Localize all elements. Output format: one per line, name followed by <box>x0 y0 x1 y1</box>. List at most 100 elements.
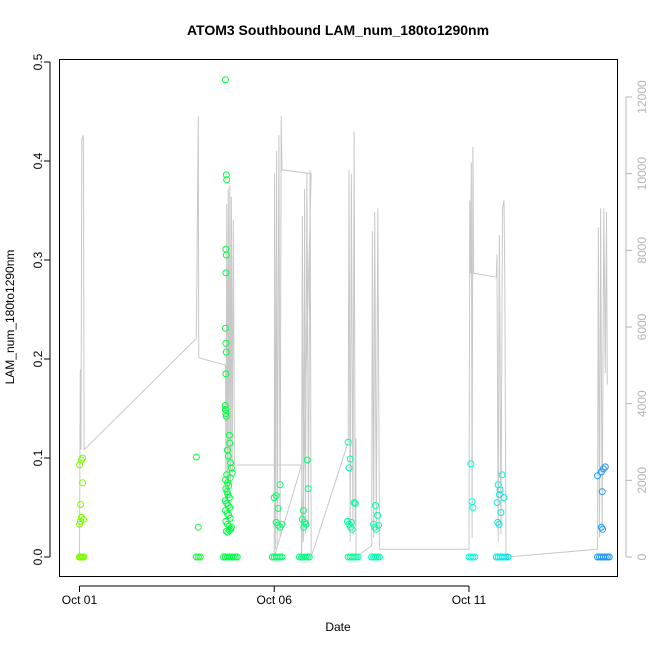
data-point <box>223 471 231 479</box>
data-point <box>598 488 606 496</box>
data-point <box>222 370 230 378</box>
data-point <box>351 500 359 507</box>
data-point <box>496 486 504 494</box>
y-tick-label: 0.5 <box>31 53 45 70</box>
data-point <box>498 471 506 479</box>
data-point <box>225 431 233 439</box>
data-point <box>601 553 609 561</box>
y-axis: 0.0 0.1 0.2 0.3 0.4 0.5 <box>31 53 51 565</box>
y2-tick-label: 12000 <box>635 80 649 114</box>
data-point <box>375 553 383 561</box>
data-point <box>599 525 607 533</box>
data-point <box>605 553 613 561</box>
secondary-line-layer <box>79 116 608 558</box>
data-point <box>594 472 601 480</box>
data-point <box>276 481 284 489</box>
data-point <box>494 518 502 526</box>
data-point <box>79 454 87 462</box>
y-axis-label: LAM_num_180to1290nm <box>3 250 17 385</box>
data-point <box>371 523 379 531</box>
data-point <box>194 523 202 531</box>
y2-tick-label: 8000 <box>635 237 649 264</box>
data-point <box>303 553 311 561</box>
y2-tick-label: 10000 <box>635 157 649 191</box>
data-point <box>194 553 202 561</box>
data-point <box>495 520 503 528</box>
y2-tick-label: 2000 <box>635 467 649 494</box>
data-point <box>222 527 230 535</box>
data-point <box>192 553 200 561</box>
x-axis: Oct 01 Oct 06 Oct 11 <box>62 585 487 607</box>
data-point <box>350 553 358 561</box>
data-point <box>231 553 239 561</box>
data-point <box>223 509 231 517</box>
data-point <box>192 453 200 461</box>
data-point <box>226 439 234 447</box>
data-point <box>227 464 235 472</box>
data-point <box>278 553 286 561</box>
data-point <box>222 269 230 277</box>
data-point <box>471 553 479 561</box>
data-point <box>274 505 282 512</box>
data-point <box>77 513 85 521</box>
data-point <box>77 501 85 508</box>
data-point <box>375 521 383 529</box>
y-tick-label: 0.1 <box>31 449 45 466</box>
x-axis-label: Date <box>325 620 351 634</box>
data-point <box>301 553 309 561</box>
data-point <box>500 494 508 502</box>
data-point <box>76 520 83 528</box>
x-tick-label: Oct 01 <box>62 593 98 607</box>
data-point <box>303 456 311 464</box>
data-point <box>224 528 232 536</box>
data-point <box>372 553 379 561</box>
data-point <box>222 324 229 332</box>
data-point <box>304 485 312 493</box>
data-point <box>222 412 230 420</box>
data-point <box>274 553 282 561</box>
data-point <box>467 553 475 561</box>
data-point <box>223 176 231 184</box>
data-point <box>603 553 611 561</box>
data-point <box>229 553 237 561</box>
data-point <box>222 339 230 347</box>
data-point <box>222 171 230 179</box>
data-point <box>502 553 510 561</box>
data-point <box>348 525 356 533</box>
data-point <box>372 525 380 533</box>
secondary-series-line <box>79 116 608 558</box>
y-tick-label: 0.2 <box>31 350 45 367</box>
data-point <box>347 518 355 526</box>
data-point <box>278 520 286 528</box>
data-point <box>344 438 352 446</box>
data-point <box>270 494 278 502</box>
data-point <box>305 553 313 561</box>
data-point <box>493 499 501 507</box>
data-point <box>79 515 87 523</box>
data-point <box>222 348 230 356</box>
data-point <box>601 463 609 471</box>
data-point <box>274 521 282 529</box>
y2-tick-label: 4000 <box>635 390 649 417</box>
y-tick-label: 0.0 <box>31 548 45 565</box>
y2-tick-label: 0 <box>635 553 649 560</box>
data-point <box>222 76 229 84</box>
data-point <box>347 523 355 531</box>
data-point <box>500 553 508 561</box>
data-point <box>301 518 309 526</box>
data-point <box>597 468 605 476</box>
data-point <box>374 511 381 519</box>
data-point <box>299 507 307 514</box>
data-point <box>196 553 204 561</box>
data-point <box>222 410 230 417</box>
data-point <box>272 492 280 500</box>
data-point <box>224 452 232 460</box>
data-point <box>300 523 308 531</box>
data-point <box>221 402 229 409</box>
data-point <box>222 251 230 259</box>
points-layer <box>76 76 613 561</box>
data-point <box>504 553 512 561</box>
x-tick-label: Oct 11 <box>452 593 487 607</box>
